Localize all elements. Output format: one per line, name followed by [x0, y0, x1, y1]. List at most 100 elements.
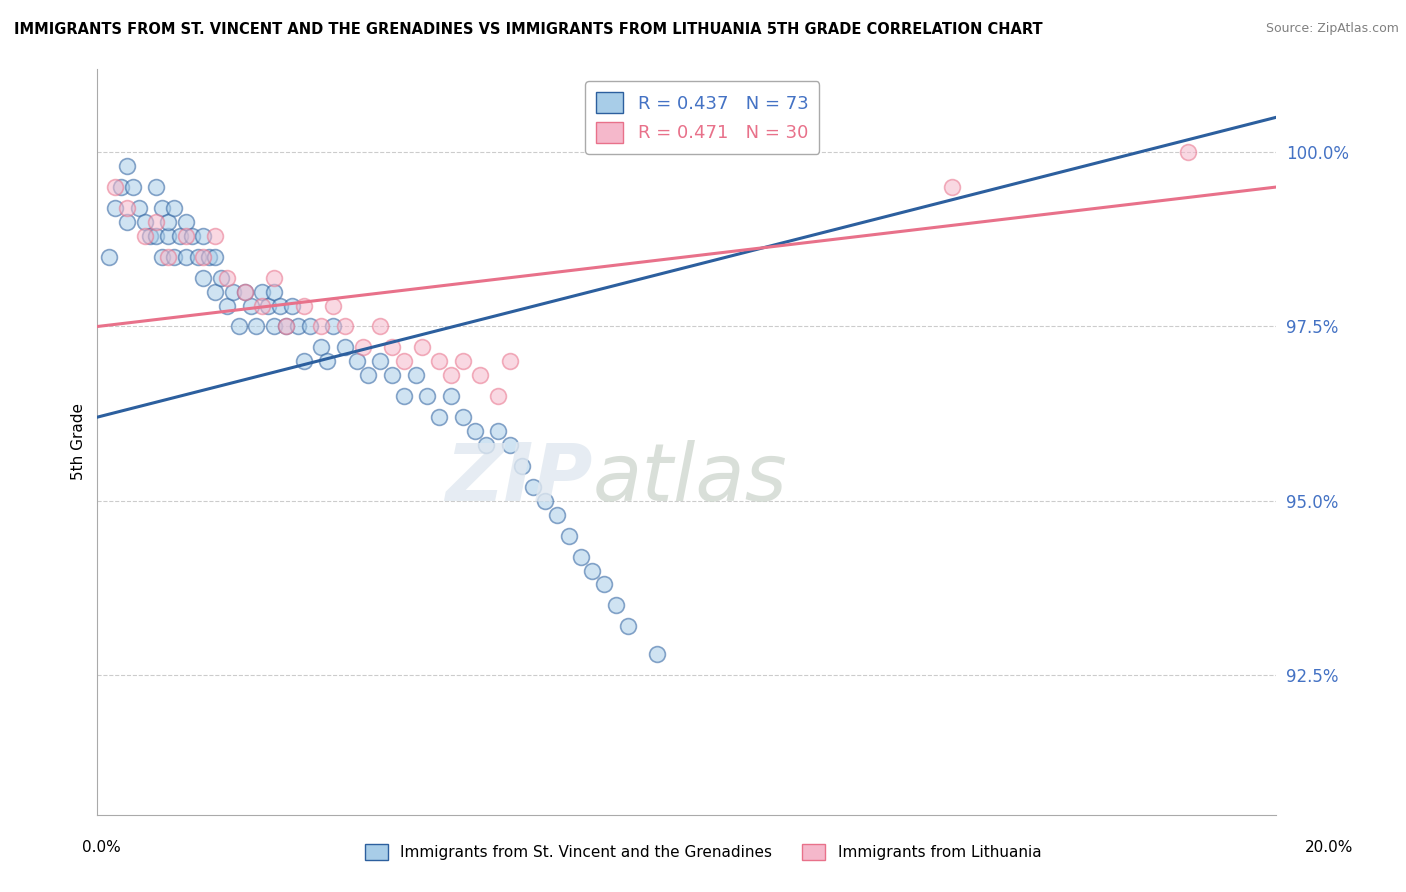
Y-axis label: 5th Grade: 5th Grade: [72, 403, 86, 480]
Text: 20.0%: 20.0%: [1305, 840, 1353, 855]
Point: [239, 299, 262, 313]
Point: [569, 549, 592, 564]
Point: [440, 389, 463, 403]
Point: [392, 354, 415, 368]
Point: [416, 389, 439, 403]
Point: [222, 285, 245, 299]
Point: [174, 215, 197, 229]
Point: [245, 319, 267, 334]
Point: [145, 215, 167, 229]
Point: [274, 319, 297, 334]
Point: [169, 228, 191, 243]
Point: [145, 180, 167, 194]
Text: ZIP: ZIP: [446, 440, 592, 518]
Point: [546, 508, 568, 522]
Point: [115, 215, 138, 229]
Point: [427, 354, 450, 368]
Point: [228, 319, 250, 334]
Point: [150, 201, 173, 215]
Point: [287, 319, 309, 334]
Point: [215, 299, 238, 313]
Point: [333, 319, 356, 334]
Point: [187, 250, 209, 264]
Point: [139, 228, 162, 243]
Point: [352, 340, 374, 354]
Point: [193, 270, 215, 285]
Point: [104, 201, 127, 215]
Point: [411, 340, 433, 354]
Point: [198, 250, 221, 264]
Point: [322, 299, 344, 313]
Point: [381, 368, 404, 383]
Point: [252, 285, 274, 299]
Point: [263, 319, 285, 334]
Point: [368, 319, 391, 334]
Point: [581, 564, 603, 578]
Point: [180, 228, 202, 243]
Point: [174, 228, 197, 243]
Point: [499, 438, 522, 452]
Point: [134, 215, 156, 229]
Text: IMMIGRANTS FROM ST. VINCENT AND THE GRENADINES VS IMMIGRANTS FROM LITHUANIA 5TH : IMMIGRANTS FROM ST. VINCENT AND THE GREN…: [14, 22, 1043, 37]
Point: [941, 180, 963, 194]
Point: [145, 228, 167, 243]
Point: [645, 647, 668, 661]
Point: [110, 180, 132, 194]
Point: [392, 389, 415, 403]
Point: [233, 285, 256, 299]
Point: [486, 424, 509, 438]
Point: [233, 285, 256, 299]
Point: [174, 250, 197, 264]
Point: [204, 228, 226, 243]
Point: [470, 368, 492, 383]
Point: [486, 389, 509, 403]
Point: [163, 201, 186, 215]
Point: [440, 368, 463, 383]
Text: atlas: atlas: [592, 440, 787, 518]
Point: [98, 250, 121, 264]
Point: [311, 319, 333, 334]
Point: [475, 438, 498, 452]
Point: [128, 201, 150, 215]
Point: [292, 354, 315, 368]
Point: [121, 180, 143, 194]
Point: [534, 493, 557, 508]
Point: [558, 529, 581, 543]
Point: [451, 410, 474, 425]
Point: [157, 228, 180, 243]
Point: [1177, 145, 1199, 160]
Point: [593, 577, 616, 591]
Point: [522, 480, 544, 494]
Legend: R = 0.437   N = 73, R = 0.471   N = 30: R = 0.437 N = 73, R = 0.471 N = 30: [585, 81, 820, 153]
Point: [274, 319, 297, 334]
Point: [204, 285, 226, 299]
Point: [204, 250, 226, 264]
Point: [209, 270, 232, 285]
Point: [605, 599, 627, 613]
Point: [193, 250, 215, 264]
Point: [357, 368, 380, 383]
Point: [257, 299, 280, 313]
Point: [150, 250, 173, 264]
Text: Source: ZipAtlas.com: Source: ZipAtlas.com: [1265, 22, 1399, 36]
Point: [269, 299, 291, 313]
Point: [499, 354, 522, 368]
Point: [405, 368, 427, 383]
Point: [311, 340, 333, 354]
Text: 0.0%: 0.0%: [82, 840, 121, 855]
Point: [510, 458, 533, 473]
Point: [451, 354, 474, 368]
Point: [464, 424, 486, 438]
Point: [215, 270, 238, 285]
Legend: Immigrants from St. Vincent and the Grenadines, Immigrants from Lithuania: Immigrants from St. Vincent and the Gren…: [359, 838, 1047, 866]
Point: [281, 299, 304, 313]
Point: [346, 354, 368, 368]
Point: [134, 228, 156, 243]
Point: [115, 159, 138, 173]
Point: [427, 410, 450, 425]
Point: [333, 340, 356, 354]
Point: [292, 299, 315, 313]
Point: [381, 340, 404, 354]
Point: [157, 250, 180, 264]
Point: [115, 201, 138, 215]
